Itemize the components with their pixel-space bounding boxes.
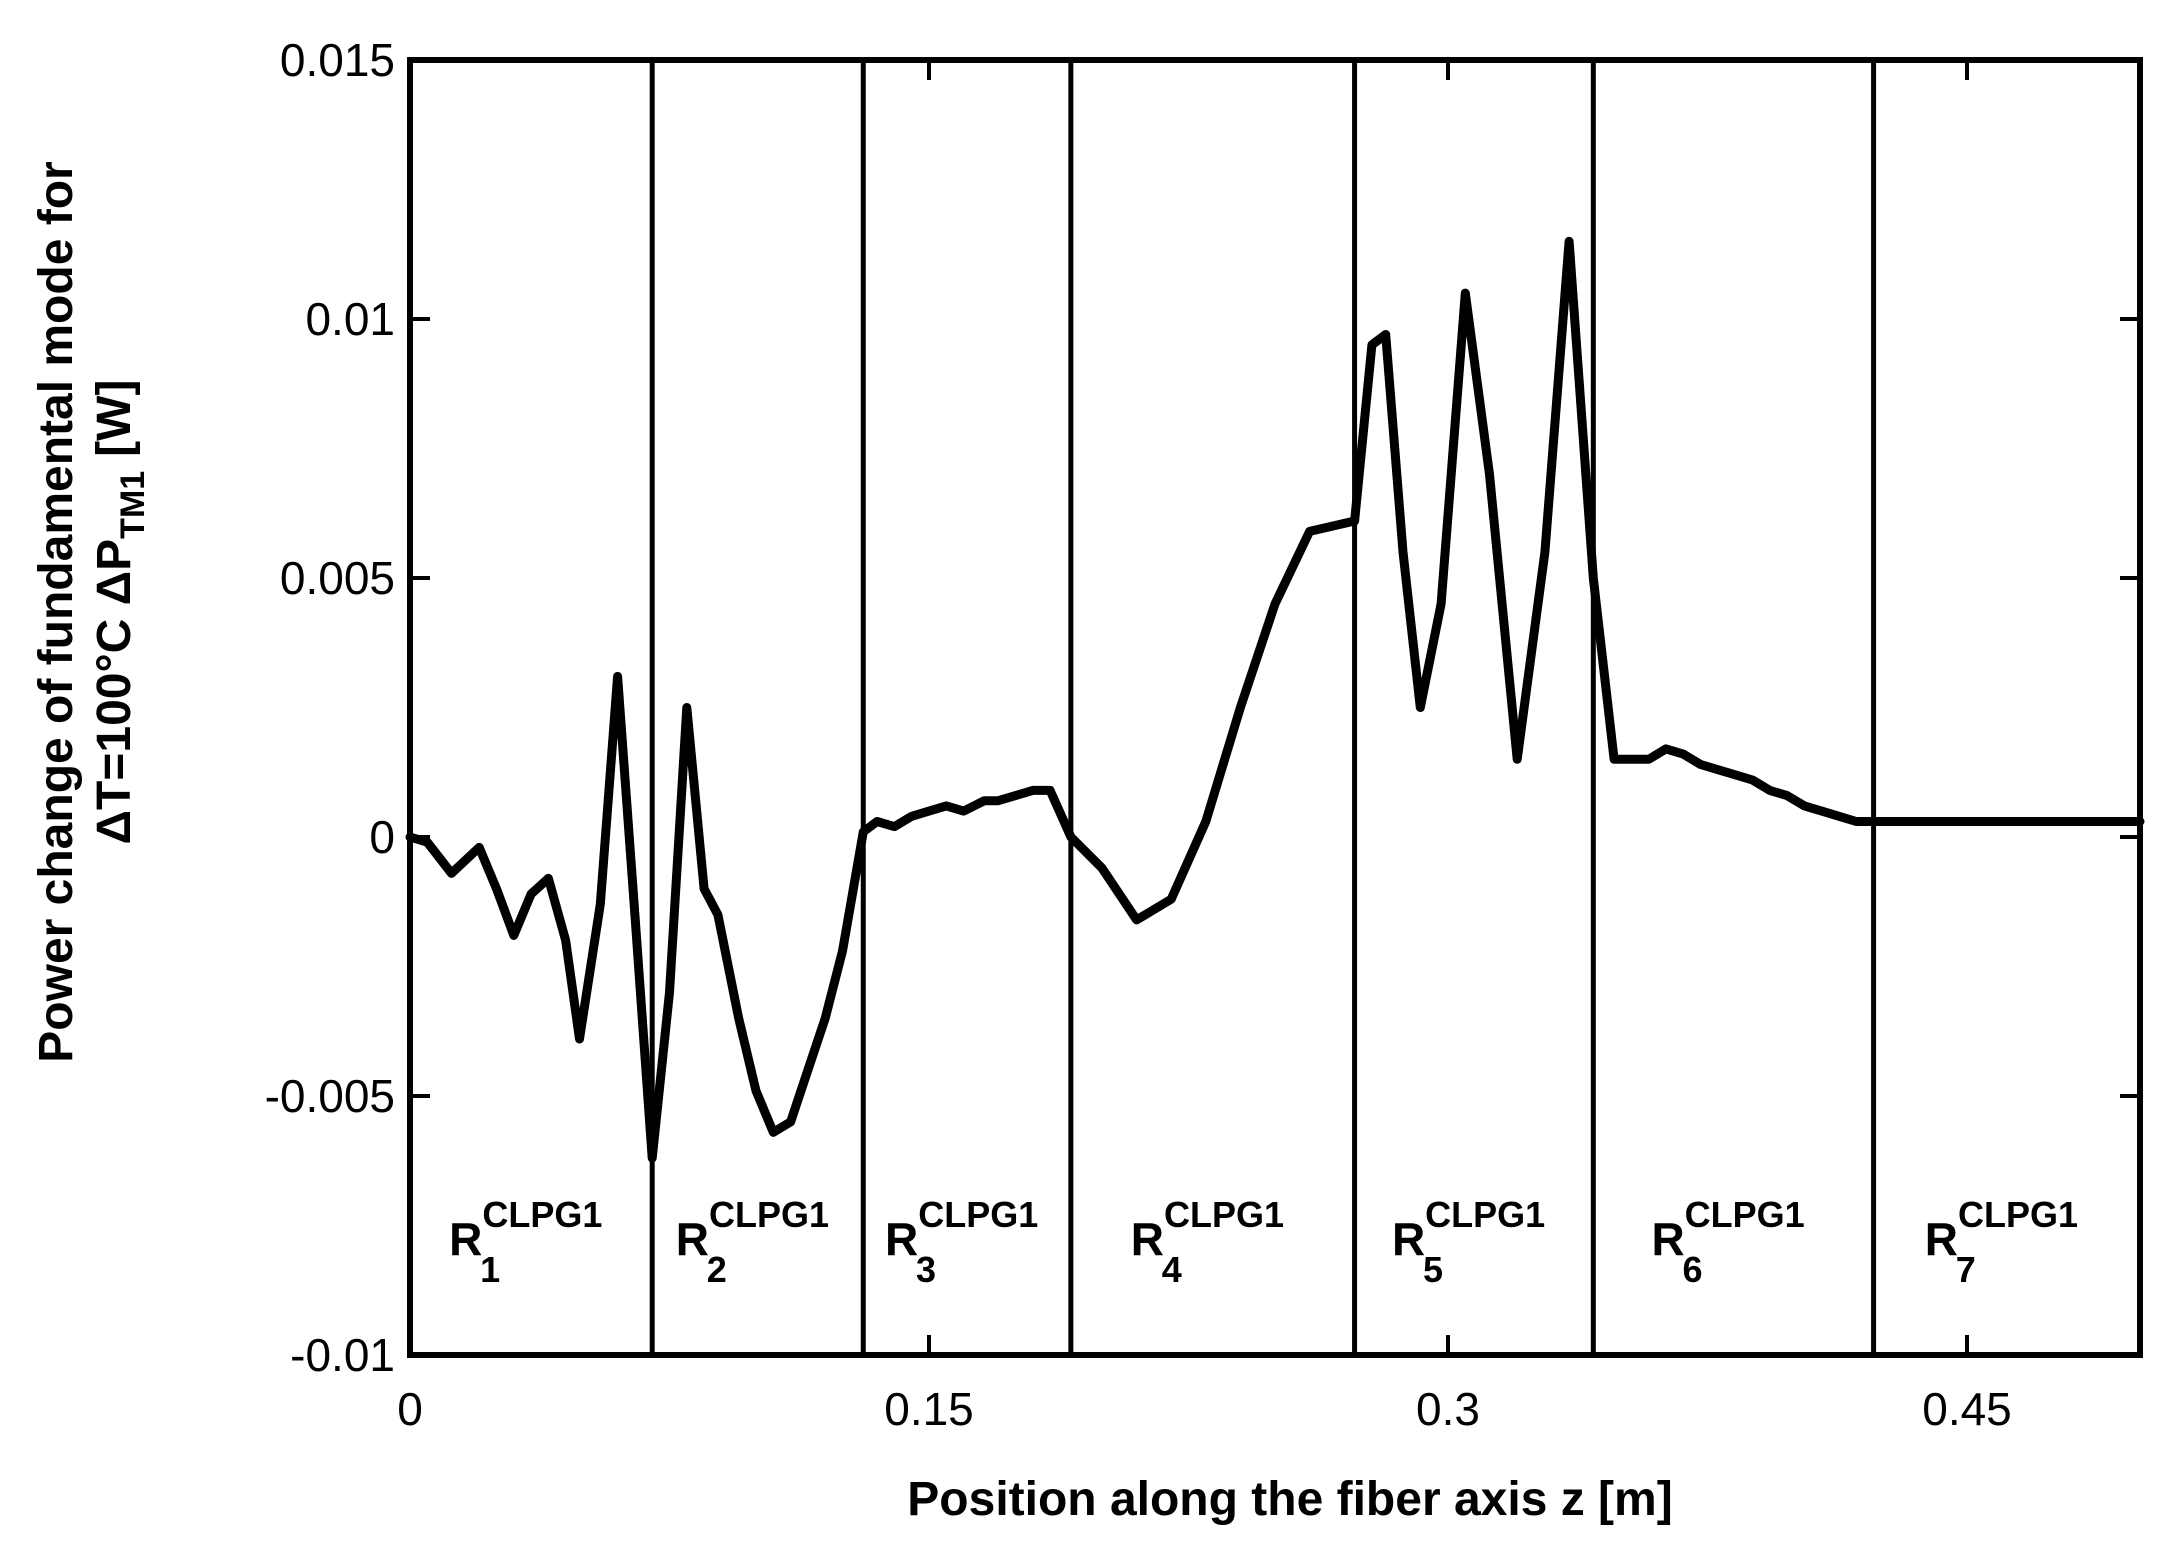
region-label-base: R: [1131, 1213, 1164, 1265]
region-label-r6: RCLPG1: [1651, 1194, 1804, 1265]
region-label-r1: RCLPG1: [449, 1194, 602, 1265]
region-label-subscript: 7: [1956, 1249, 1976, 1290]
y-tick-label: -0.01: [290, 1329, 395, 1381]
region-label-superscript: CLPG1: [1958, 1194, 2078, 1235]
region-label-subscript: 2: [707, 1249, 727, 1290]
region-label-base: R: [449, 1213, 482, 1265]
region-label-superscript: CLPG1: [482, 1194, 602, 1235]
y-axis-title-line1: Power change of fundamental mode for: [30, 161, 83, 1062]
region-label-base: R: [885, 1213, 918, 1265]
region-label-base: R: [1392, 1213, 1425, 1265]
region-label-superscript: CLPG1: [918, 1194, 1038, 1235]
region-label-r3: RCLPG1: [885, 1194, 1038, 1265]
region-label-r7: RCLPG1: [1925, 1194, 2078, 1265]
y-axis-title-prefix: ΔT=100°C ΔP: [88, 539, 141, 845]
region-label-superscript: CLPG1: [709, 1194, 829, 1235]
data-series: [405, 236, 2145, 1163]
region-label-superscript: CLPG1: [1425, 1194, 1545, 1235]
y-axis-title-line2: ΔT=100°C ΔPTM1 [W]: [88, 380, 152, 845]
region-label-base: R: [676, 1213, 709, 1265]
y-tick-label: 0.015: [280, 34, 395, 86]
region-label-superscript: CLPG1: [1164, 1194, 1284, 1235]
x-tick-label: 0.15: [884, 1383, 974, 1435]
region-label-subscript: 6: [1682, 1249, 1702, 1290]
y-tick-labels: 0.015 0.01 0.005 0 -0.005 -0.01: [265, 34, 395, 1381]
x-tick-label: 0.3: [1416, 1383, 1480, 1435]
y-tick-label: -0.005: [265, 1070, 395, 1122]
y-tick-label: 0.01: [305, 293, 395, 345]
region-label-base: R: [1651, 1213, 1684, 1265]
y-tick-label: 0: [369, 811, 395, 863]
x-tick-label: 0: [397, 1383, 423, 1435]
tick-marks: [408, 58, 2140, 1357]
x-axis-title: Position along the fiber axis z [m]: [907, 1473, 1672, 1526]
region-label-base: R: [1925, 1213, 1958, 1265]
series-line-0: [405, 236, 2145, 1163]
region-label-subscript: 5: [1423, 1249, 1443, 1290]
y-axis-title-suffix: [W]: [88, 380, 141, 457]
region-label-r5: RCLPG1: [1392, 1194, 1545, 1265]
region-label-r2: RCLPG1: [676, 1194, 829, 1265]
region-labels: RCLPG11RCLPG12RCLPG13RCLPG14RCLPG15RCLPG…: [449, 1194, 2078, 1290]
region-label-superscript: CLPG1: [1685, 1194, 1805, 1235]
region-label-subscript: 1: [480, 1249, 500, 1290]
x-tick-label: 0.45: [1922, 1383, 2012, 1435]
x-tick-labels: 0 0.15 0.3 0.45: [397, 1383, 2012, 1435]
region-label-subscript: 3: [916, 1249, 936, 1290]
region-label-r4: RCLPG1: [1131, 1194, 1284, 1265]
y-axis-title-subscript: TM1: [114, 471, 152, 539]
region-boundaries: [649, 60, 1877, 1355]
y-tick-label: 0.005: [280, 552, 395, 604]
region-label-subscript: 4: [1162, 1249, 1182, 1290]
plot-frame: [407, 57, 2143, 1358]
